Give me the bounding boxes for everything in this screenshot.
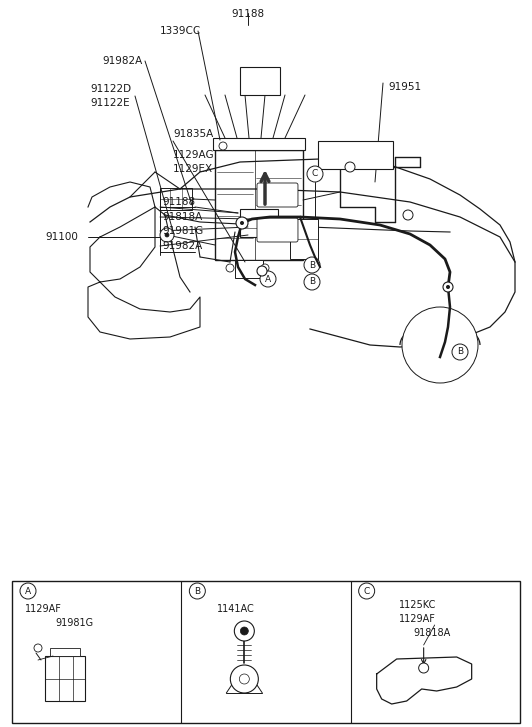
Bar <box>45 656 85 701</box>
Text: 91100: 91100 <box>45 232 78 242</box>
Circle shape <box>359 583 375 599</box>
Text: A: A <box>265 275 271 284</box>
Circle shape <box>20 583 36 599</box>
Circle shape <box>160 228 174 242</box>
Text: 1129EX: 1129EX <box>173 164 213 174</box>
Bar <box>12 581 520 723</box>
Text: 91818A: 91818A <box>162 212 202 222</box>
Text: C: C <box>312 169 318 179</box>
Text: 91818A: 91818A <box>414 628 451 638</box>
Circle shape <box>189 583 205 599</box>
Circle shape <box>446 285 450 289</box>
Circle shape <box>240 221 244 225</box>
Text: 91981G: 91981G <box>162 226 203 236</box>
Text: 1339CC: 1339CC <box>160 26 201 36</box>
Circle shape <box>403 210 413 220</box>
Text: 91951: 91951 <box>388 82 421 92</box>
Text: 91122E: 91122E <box>90 98 130 108</box>
Text: B: B <box>309 260 315 270</box>
FancyBboxPatch shape <box>257 218 298 242</box>
Circle shape <box>402 307 478 383</box>
Text: B: B <box>194 587 201 595</box>
Bar <box>318 141 393 169</box>
Text: 91835A: 91835A <box>173 129 213 139</box>
Circle shape <box>236 217 248 229</box>
Circle shape <box>165 233 169 237</box>
Circle shape <box>230 665 259 693</box>
Text: 1129AF: 1129AF <box>398 614 436 624</box>
Circle shape <box>419 663 429 673</box>
Text: 1129AG: 1129AG <box>173 150 214 160</box>
Bar <box>290 219 318 259</box>
Text: A: A <box>25 587 31 595</box>
Circle shape <box>345 162 355 172</box>
Text: 1129AF: 1129AF <box>25 604 62 614</box>
Circle shape <box>443 282 453 292</box>
Circle shape <box>307 166 323 182</box>
Text: 91188: 91188 <box>231 9 264 19</box>
Text: 1141AC: 1141AC <box>218 604 255 614</box>
Bar <box>235 260 263 278</box>
Text: 1125KC: 1125KC <box>398 600 436 610</box>
Bar <box>240 209 278 237</box>
Bar <box>50 648 80 656</box>
Text: C: C <box>363 587 370 595</box>
Circle shape <box>304 257 320 273</box>
Bar <box>213 138 305 150</box>
Circle shape <box>34 644 42 652</box>
Circle shape <box>219 142 227 150</box>
Text: 91188: 91188 <box>162 197 195 207</box>
Bar <box>160 188 192 210</box>
Circle shape <box>452 344 468 360</box>
Circle shape <box>240 627 248 635</box>
Circle shape <box>234 621 254 641</box>
Text: 91122D: 91122D <box>90 84 131 94</box>
Circle shape <box>226 264 234 272</box>
Bar <box>215 150 303 260</box>
Text: 91981G: 91981G <box>55 618 93 628</box>
Text: 91982A: 91982A <box>162 241 202 251</box>
Circle shape <box>304 274 320 290</box>
Circle shape <box>257 266 267 276</box>
FancyBboxPatch shape <box>257 183 298 207</box>
Circle shape <box>261 264 269 272</box>
Text: B: B <box>309 278 315 286</box>
Text: B: B <box>457 348 463 356</box>
Circle shape <box>260 271 276 287</box>
Circle shape <box>239 674 250 684</box>
Text: 91982A: 91982A <box>102 56 142 66</box>
Bar <box>240 67 280 95</box>
